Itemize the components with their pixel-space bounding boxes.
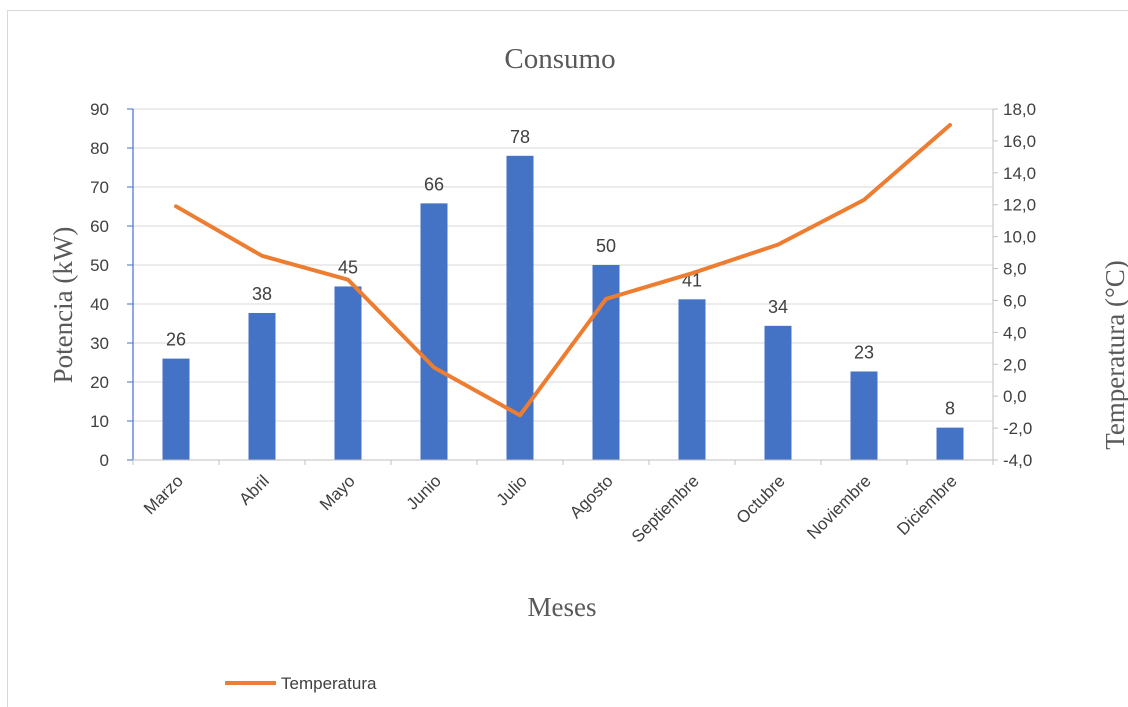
x-tick-label: Abril xyxy=(235,471,272,508)
x-tick-label: Octubre xyxy=(733,471,789,527)
x-tick-label: Agosto xyxy=(566,471,617,522)
bar xyxy=(162,358,190,460)
x-tick-labels: Marzo Abril Mayo Junio Julio Agosto Septiembre… xyxy=(140,471,961,546)
axes xyxy=(127,108,998,465)
x-tick-label: Diciembre xyxy=(893,471,961,539)
bar-data-label: 38 xyxy=(252,284,272,304)
y-tick-label: 70 xyxy=(90,178,109,197)
y2-tick-labels: -4,0 -2,0 0,0 2,0 4,0 6,0 8,0 10,0 12,0 14,0 16,0 1… xyxy=(1003,100,1036,470)
y2-tick-label: -4,0 xyxy=(1003,451,1032,470)
bar xyxy=(936,427,964,460)
chart-title: Consumo xyxy=(504,43,615,75)
x-axis-label: Meses xyxy=(528,592,597,622)
y-tick-label: 40 xyxy=(90,295,109,314)
bar-data-label: 66 xyxy=(424,174,444,194)
y2-tick-label: 6,0 xyxy=(1003,291,1027,310)
y-axis-label: Potencia (kW) xyxy=(48,227,78,384)
bar-data-label: 50 xyxy=(596,236,616,256)
x-tick-label: Septiembre xyxy=(628,471,703,546)
bar-data-label: 8 xyxy=(945,399,955,419)
y2-tick-label: 16,0 xyxy=(1003,132,1036,151)
bar-data-label: 78 xyxy=(510,127,530,147)
bar-data-label: 45 xyxy=(338,257,358,277)
y2-tick-label: 8,0 xyxy=(1003,260,1027,279)
y2-tick-label: 10,0 xyxy=(1003,228,1036,247)
y2-axis-label: Temperatura (°C) xyxy=(1100,260,1128,450)
bar xyxy=(334,286,362,460)
y2-tick-label: 14,0 xyxy=(1003,164,1036,183)
y-tick-label: 50 xyxy=(90,256,109,275)
y2-tick-label: 4,0 xyxy=(1003,323,1027,342)
temperature-line xyxy=(174,123,952,418)
bar-data-label: 34 xyxy=(768,297,788,317)
gridlines xyxy=(133,108,993,422)
bar xyxy=(850,371,878,460)
y2-tick-label: 0,0 xyxy=(1003,387,1027,406)
x-tick-label: Marzo xyxy=(140,471,187,518)
y-tick-label: 30 xyxy=(90,334,109,353)
y-tick-labels: 0 10 20 30 40 50 60 70 80 90 xyxy=(90,100,109,470)
x-tick-label: Junio xyxy=(403,471,445,513)
bar-data-label: 26 xyxy=(166,330,186,350)
bar xyxy=(764,325,792,460)
y2-tick-label: -2,0 xyxy=(1003,419,1032,438)
temperature-series-line xyxy=(174,123,952,418)
bar xyxy=(248,312,276,460)
y-tick-label: 20 xyxy=(90,373,109,392)
x-tick-label: Mayo xyxy=(316,471,359,514)
chart-frame xyxy=(7,10,1128,707)
y-tick-label: 80 xyxy=(90,139,109,158)
bar xyxy=(678,299,706,460)
x-tick-label: Julio xyxy=(493,471,531,509)
y2-tick-label: 18,0 xyxy=(1003,100,1036,119)
legend: Temperatura xyxy=(225,674,377,693)
y-tick-label: 0 xyxy=(100,451,109,470)
y2-tick-label: 2,0 xyxy=(1003,355,1027,374)
y-tick-label: 90 xyxy=(90,100,109,119)
bar-data-label: 23 xyxy=(854,342,874,362)
y2-tick-label: 12,0 xyxy=(1003,196,1036,215)
y-tick-label: 60 xyxy=(90,217,109,236)
bar xyxy=(420,203,448,460)
y-tick-label: 10 xyxy=(90,412,109,431)
x-tick-label: Noviembre xyxy=(803,471,875,543)
bars xyxy=(162,155,964,461)
legend-label: Temperatura xyxy=(281,674,377,693)
